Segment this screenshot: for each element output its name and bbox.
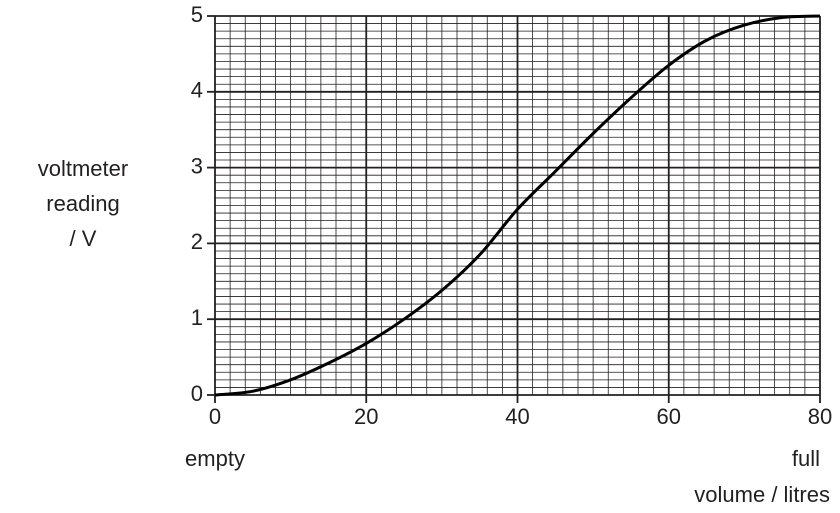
y-tick-label: 5 <box>191 2 203 27</box>
y-tick-label: 4 <box>191 78 203 103</box>
x-axis-label: volume / litres <box>694 482 830 507</box>
y-tick-label: 1 <box>191 305 203 330</box>
annotation: full <box>792 446 820 471</box>
x-tick-label: 20 <box>354 404 378 429</box>
x-tick-label: 60 <box>657 404 681 429</box>
data-line <box>214 14 821 397</box>
x-tick-label: 0 <box>209 404 221 429</box>
y-axis-label: reading <box>46 191 119 216</box>
y-tick-label: 3 <box>191 153 203 178</box>
y-axis-label: / V <box>70 226 97 251</box>
y-tick-label: 0 <box>191 381 203 406</box>
y-tick-label: 2 <box>191 229 203 254</box>
x-tick-label: 40 <box>505 404 529 429</box>
x-tick-label: 80 <box>808 404 832 429</box>
annotation: empty <box>185 446 245 471</box>
y-axis-label: voltmeter <box>38 156 128 181</box>
